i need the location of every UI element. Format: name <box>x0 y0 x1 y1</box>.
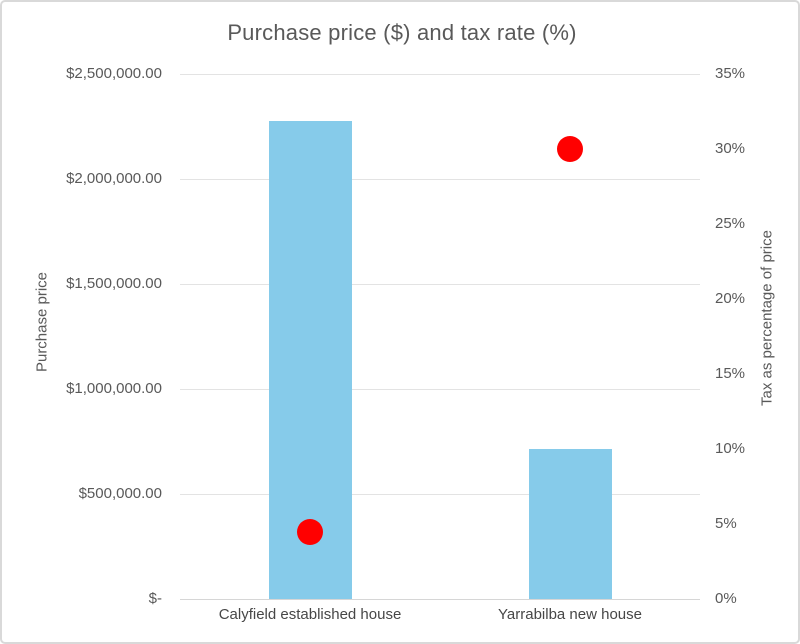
left-axis-tick-label: $500,000.00 <box>78 485 162 502</box>
left-axis-tick-label: $2,500,000.00 <box>66 65 162 82</box>
gridline <box>180 494 700 495</box>
gridline <box>180 389 700 390</box>
gridline <box>180 74 700 75</box>
gridline <box>180 284 700 285</box>
plot-area <box>180 74 700 600</box>
gridline <box>180 179 700 180</box>
right-axis-tick-label: 15% <box>715 365 746 382</box>
right-axis-tick-label: 20% <box>715 290 746 307</box>
left-axis-tick-label: $2,000,000.00 <box>66 170 162 187</box>
right-axis-tick-label: 25% <box>715 215 746 232</box>
chart-title: Purchase price ($) and tax rate (%) <box>227 20 577 45</box>
tax-rate-dot <box>297 518 323 545</box>
category-label: Yarrabilba new house <box>498 606 642 623</box>
left-axis-tick-label: $- <box>148 590 162 607</box>
left-axis-tick-label: $1,500,000.00 <box>66 275 162 292</box>
left-axis-tick-label: $1,000,000.00 <box>66 380 162 397</box>
purchase-price-bar <box>528 448 612 599</box>
tax-rate-dot <box>557 136 583 162</box>
right-axis-tick-label: 30% <box>715 140 746 157</box>
right-axis-tick-label: 35% <box>715 65 746 82</box>
right-axis-tick-label: 0% <box>715 590 737 607</box>
right-axis-tick-label: 10% <box>715 440 746 457</box>
category-label: Calyfield established house <box>218 606 402 623</box>
x-axis-line <box>180 599 700 600</box>
right-axis-title: Tax as percentage of price <box>758 230 776 406</box>
right-axis-tick-label: 5% <box>715 515 737 532</box>
